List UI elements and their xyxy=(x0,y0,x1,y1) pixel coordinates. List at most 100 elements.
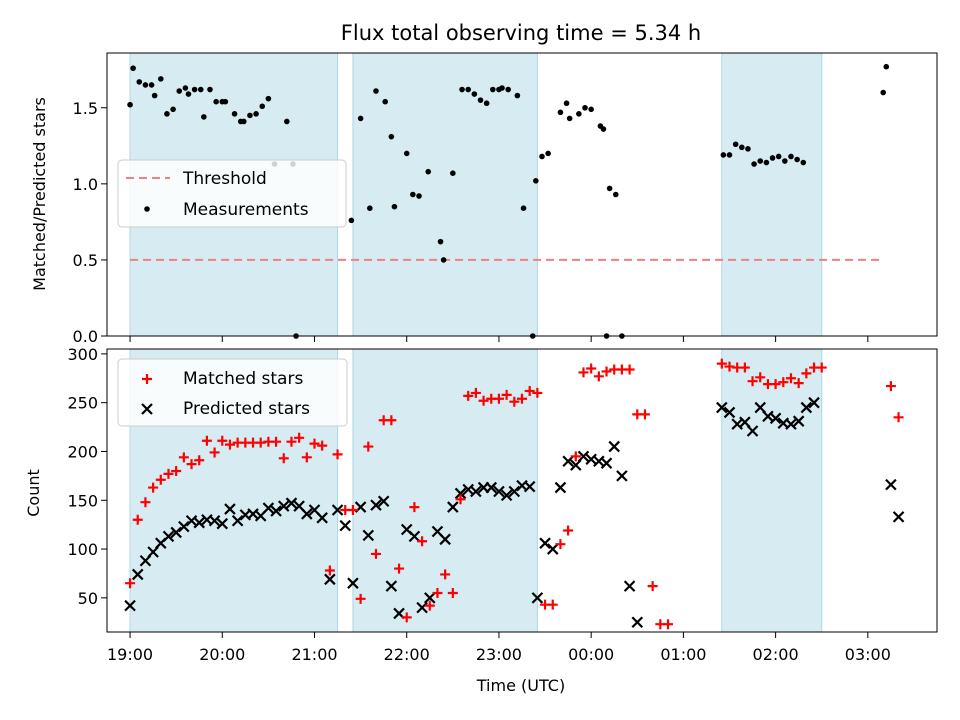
matched-star-point xyxy=(148,482,159,493)
measurement-point xyxy=(489,86,496,93)
matched-star-point xyxy=(755,372,766,383)
x-tick-label: 01:00 xyxy=(660,645,706,664)
ratio-y-tick-label: 0.0 xyxy=(73,327,98,346)
predicted-star-point xyxy=(424,592,436,604)
count-panel: 50 100 150 200 250 300 19:00 20:00 21:00 22:00 23… xyxy=(24,345,938,695)
measurement-point xyxy=(883,63,890,70)
predicted-star-point xyxy=(124,599,136,612)
matched-star-point xyxy=(171,465,182,476)
matched-star-point xyxy=(424,600,435,611)
count-y-axis-label: Count xyxy=(24,469,43,517)
measurement-point xyxy=(247,112,253,119)
x-tick-label: 02:00 xyxy=(753,645,799,664)
matched-star-point xyxy=(271,436,282,447)
count-y-tick-label: 50 xyxy=(78,589,98,608)
matched-star-point xyxy=(347,505,358,516)
measurement-point xyxy=(130,65,136,72)
matched-star-point xyxy=(785,373,796,384)
measurement-point xyxy=(751,161,757,167)
predicted-star-point xyxy=(331,504,344,516)
measurement-point xyxy=(769,155,776,161)
matched-star-point xyxy=(555,539,566,550)
matched-legend-marker xyxy=(142,374,152,384)
measurement-point xyxy=(259,103,266,110)
matched-star-point xyxy=(563,525,574,536)
predicted-star-point xyxy=(892,511,905,523)
measurement-point xyxy=(612,191,619,198)
measurement-point xyxy=(800,159,807,166)
matched-star-point xyxy=(478,395,489,406)
measurement-point xyxy=(136,79,143,85)
measurement-point xyxy=(253,111,259,117)
measurement-point xyxy=(185,91,192,97)
predicted-star-point xyxy=(600,457,613,469)
measurement-point xyxy=(231,111,238,117)
matched-star-point xyxy=(470,387,481,398)
count-y-tick-label: 200 xyxy=(67,442,98,461)
matched-star-point xyxy=(301,452,312,463)
predicted-legend-marker xyxy=(141,403,153,415)
measurement-point xyxy=(505,86,511,93)
measurement-point xyxy=(157,76,164,82)
matched-star-point xyxy=(463,390,474,401)
matched-star-point xyxy=(778,377,789,388)
measurements-legend-label: Measurements xyxy=(183,200,309,220)
measurement-point xyxy=(520,205,527,211)
ratio-plot-frame xyxy=(106,52,938,337)
ratio-observing-span-2 xyxy=(352,52,538,337)
matched-star-point xyxy=(885,381,896,392)
measurement-point xyxy=(142,82,149,88)
measurement-point xyxy=(499,85,505,91)
matched-star-point xyxy=(370,548,381,559)
ratio-legend: Threshold Measurements xyxy=(117,159,347,228)
matched-star-point xyxy=(432,587,443,598)
measurement-point xyxy=(197,86,204,93)
measurement-point xyxy=(782,158,788,164)
matched-star-point xyxy=(716,358,727,369)
matched-star-point xyxy=(524,385,535,396)
ratio-y-axis-label: Matched/Predicted stars xyxy=(30,97,49,291)
measurement-point xyxy=(182,85,189,91)
measurement-point xyxy=(425,168,432,175)
predicted-star-point xyxy=(224,503,236,515)
measurement-point xyxy=(367,205,373,211)
predicted-legend-label: Predicted stars xyxy=(183,399,310,419)
matched-star-point xyxy=(532,387,543,398)
measurement-point xyxy=(880,89,887,96)
matched-star-point xyxy=(155,474,166,485)
measurement-point xyxy=(391,203,398,210)
measurement-point xyxy=(600,126,607,132)
measurement-point xyxy=(576,111,582,117)
measurement-point xyxy=(726,152,733,158)
matched-star-point xyxy=(793,378,804,389)
measurement-point xyxy=(410,191,416,198)
predicted-star-point xyxy=(385,580,398,592)
measurement-point xyxy=(557,109,564,116)
matched-star-point xyxy=(417,536,428,547)
predicted-star-point xyxy=(270,505,282,517)
measurement-point xyxy=(720,152,727,158)
predicted-star-point xyxy=(439,533,451,546)
x-tick-label: 23:00 xyxy=(476,645,522,664)
measurement-point xyxy=(563,100,570,107)
matched-star-point xyxy=(278,453,289,464)
predicted-star-point xyxy=(162,530,175,543)
measurement-point xyxy=(127,101,133,108)
matched-star-point xyxy=(324,565,335,576)
measurement-point xyxy=(348,217,355,224)
measurement-point xyxy=(265,95,272,102)
matched-star-point xyxy=(501,389,512,400)
measurement-point xyxy=(582,104,588,111)
count-legend: Matched stars Predicted stars xyxy=(117,358,348,427)
predicted-star-point xyxy=(608,440,620,453)
matched-star-point xyxy=(570,451,581,462)
matched-star-point xyxy=(770,379,781,390)
measurement-point xyxy=(732,141,739,148)
matched-star-point xyxy=(217,435,228,446)
predicted-star-point xyxy=(746,425,759,437)
measurement-point xyxy=(745,146,751,152)
predicted-star-point xyxy=(193,516,205,529)
predicted-star-point xyxy=(324,573,336,586)
matched-star-point xyxy=(747,376,758,387)
predicted-star-point xyxy=(208,514,221,527)
